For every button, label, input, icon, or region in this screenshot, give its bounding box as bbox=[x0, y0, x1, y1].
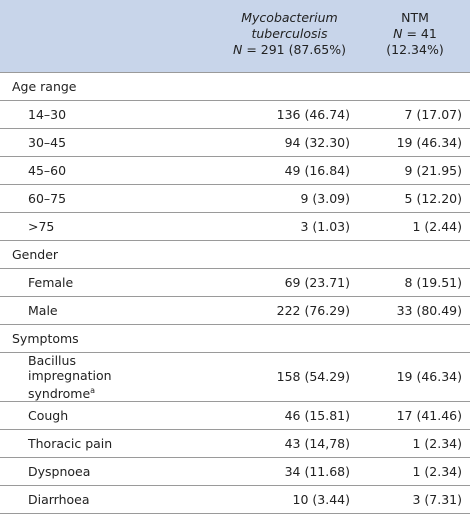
value-cell: 19 (46.34) bbox=[396, 369, 462, 385]
value-cell: 3 (1.03) bbox=[300, 218, 350, 234]
header-cell bbox=[0, 0, 200, 72]
data-row: Female 69 (23.71) 8 (19.51) bbox=[0, 268, 470, 296]
value-cell: 1 (2.34) bbox=[412, 463, 462, 479]
value-cell: 1 (2.34) bbox=[412, 435, 462, 451]
value-cell: 136 (46.74) bbox=[276, 106, 350, 122]
row-label: Cough bbox=[28, 407, 69, 423]
data-row: Dyspnoea 34 (11.68) 1 (2.34) bbox=[0, 457, 470, 485]
row-label: 45–60 bbox=[28, 162, 67, 178]
row-label: Bacillus impregnation syndrome bbox=[28, 352, 112, 401]
section-title: Age range bbox=[12, 78, 77, 94]
row-label-cell: 14–30 bbox=[0, 100, 200, 128]
value-cell: 19 (46.34) bbox=[396, 134, 462, 150]
column-title: NTM bbox=[401, 10, 429, 25]
row-label: 14–30 bbox=[28, 106, 67, 122]
row-label-cell: 45–60 bbox=[0, 156, 200, 184]
value-cell: 46 (15.81) bbox=[284, 407, 350, 423]
data-row: >75 3 (1.03) 1 (2.44) bbox=[0, 212, 470, 240]
row-label-cell: Cough bbox=[0, 401, 200, 429]
row-label: Female bbox=[28, 274, 74, 290]
row-label-cell: 60–75 bbox=[0, 184, 200, 212]
data-row: 45–60 49 (16.84) 9 (21.95) bbox=[0, 156, 470, 184]
data-row: Bacillus impregnation syndromea 158 (54.2… bbox=[0, 352, 470, 401]
data-row: 60–75 9 (3.09) 5 (12.20) bbox=[0, 184, 470, 212]
row-label-cell: >75 bbox=[0, 212, 200, 240]
n-text: = 41 bbox=[402, 26, 437, 41]
data-row: Cough 46 (15.81) 17 (41.46) bbox=[0, 401, 470, 429]
value-cell: 222 (76.29) bbox=[276, 302, 350, 318]
data-row: 30–45 94 (32.30) 19 (46.34) bbox=[0, 128, 470, 156]
row-label: Diarrhoea bbox=[28, 491, 90, 507]
row-label-cell: Thoracic pain bbox=[0, 429, 200, 457]
row-label-cell: Bacillus impregnation syndromea bbox=[0, 352, 200, 401]
data-row: Thoracic pain 43 (14,78) 1 (2.34) bbox=[0, 429, 470, 457]
n-text: = 291 (87.65%) bbox=[242, 42, 347, 57]
value-cell: 158 (54.29) bbox=[276, 369, 350, 385]
row-label: Male bbox=[28, 302, 58, 318]
value-cell: 5 (12.20) bbox=[404, 190, 462, 206]
row-label: Thoracic pain bbox=[28, 435, 113, 451]
value-cell: 3 (7.31) bbox=[412, 491, 462, 507]
value-cell: 69 (23.71) bbox=[284, 274, 350, 290]
section-row: Age range bbox=[0, 72, 470, 100]
header-cell: Mycobacterium tuberculosis N = 291 (87.6… bbox=[200, 0, 360, 72]
value-cell: 43 (14,78) bbox=[284, 435, 350, 451]
header-cell: NTM N = 41 (12.34%) bbox=[360, 0, 470, 72]
section-row: Symptoms bbox=[0, 324, 470, 352]
table-header: Mycobacterium tuberculosis N = 291 (87.6… bbox=[0, 0, 470, 72]
row-label-cell: Dyspnoea bbox=[0, 457, 200, 485]
value-cell: 10 (3.44) bbox=[292, 491, 350, 507]
data-row: Diarrhoea 10 (3.44) 3 (7.31) bbox=[0, 485, 470, 514]
section-title: Symptoms bbox=[12, 330, 79, 346]
row-label: 30–45 bbox=[28, 134, 67, 150]
row-label: 60–75 bbox=[28, 190, 67, 206]
row-label-cell: Diarrhoea bbox=[0, 485, 200, 513]
value-cell: 94 (32.30) bbox=[284, 134, 350, 150]
value-cell: 9 (3.09) bbox=[300, 190, 350, 206]
row-label-cell: 30–45 bbox=[0, 128, 200, 156]
n-symbol: N bbox=[232, 42, 243, 57]
data-row: Male 222 (76.29) 33 (80.49) bbox=[0, 296, 470, 324]
row-label-cell: Female bbox=[0, 268, 200, 296]
value-cell: 7 (17.07) bbox=[404, 106, 462, 122]
section-row: Gender bbox=[0, 240, 470, 268]
n-symbol: N bbox=[393, 26, 403, 41]
data-row: 14–30 136 (46.74) 7 (17.07) bbox=[0, 100, 470, 128]
value-cell: 49 (16.84) bbox=[284, 162, 350, 178]
row-label: Dyspnoea bbox=[28, 463, 91, 479]
header-row: Mycobacterium tuberculosis N = 291 (87.6… bbox=[0, 0, 470, 72]
value-cell: 1 (2.44) bbox=[412, 218, 462, 234]
value-cell: 34 (11.68) bbox=[284, 463, 350, 479]
n-percent: (12.34%) bbox=[386, 42, 444, 57]
section-title: Gender bbox=[12, 246, 59, 262]
row-label-cell: Male bbox=[0, 296, 200, 324]
value-cell: 17 (41.46) bbox=[396, 407, 462, 423]
table-body: Age range 14–30 136 (46.74) 7 (17.07) 30–45 9… bbox=[0, 72, 470, 514]
value-cell: 9 (21.95) bbox=[404, 162, 462, 178]
footnote-mark: a bbox=[90, 385, 96, 395]
column-title: Mycobacterium tuberculosis bbox=[241, 10, 338, 41]
row-label: >75 bbox=[28, 218, 55, 234]
value-cell: 8 (19.51) bbox=[404, 274, 462, 290]
value-cell: 33 (80.49) bbox=[396, 302, 462, 318]
